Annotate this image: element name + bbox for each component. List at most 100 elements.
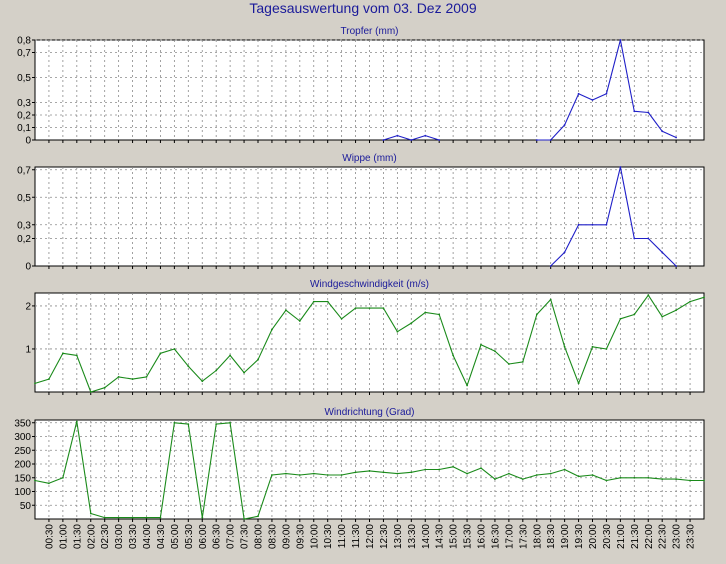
y-tick-label: 0,5 <box>17 73 31 84</box>
data-point <box>619 317 622 320</box>
data-point <box>424 134 427 137</box>
data-point <box>661 130 664 133</box>
data-point <box>577 92 580 95</box>
data-point <box>633 313 636 316</box>
data-point <box>605 479 608 482</box>
panel-title: Tropfer (mm) <box>341 26 399 37</box>
data-point <box>396 472 399 475</box>
chart-panel-1: 0 0,2 0,3 0,5 0,7 Wippe (mm) <box>17 153 705 273</box>
data-point <box>480 343 482 346</box>
data-point <box>438 139 441 141</box>
y-tick-label: 0 <box>25 262 31 273</box>
data-point <box>703 296 705 299</box>
data-point <box>424 311 427 314</box>
data-point <box>633 110 636 113</box>
data-point <box>326 300 329 303</box>
data-point <box>48 378 50 380</box>
data-point <box>605 223 608 226</box>
plot-area <box>34 166 705 267</box>
chart-panel-3: 50 100 150 200 250 300 350 Windrichtung (Grad) <box>14 407 705 522</box>
data-point <box>438 313 441 316</box>
data-point <box>187 423 190 425</box>
data-point <box>173 421 176 424</box>
data-point <box>312 472 315 475</box>
data-point <box>675 478 677 480</box>
data-point <box>257 358 259 361</box>
data-point <box>243 371 246 374</box>
x-tick-label: 17:30 <box>518 524 529 549</box>
x-tick-label: 19:30 <box>574 524 585 549</box>
x-tick-label: 14:00 <box>421 524 432 549</box>
data-point <box>89 512 92 515</box>
data-point <box>382 139 385 141</box>
data-point <box>62 352 64 355</box>
x-tick-label: 20:30 <box>602 524 613 549</box>
data-point <box>661 478 664 480</box>
x-tick-label: 06:00 <box>198 524 209 549</box>
data-point <box>521 361 524 363</box>
x-tick-label: 16:00 <box>477 524 488 549</box>
data-point <box>563 251 566 254</box>
x-tick-label: 22:30 <box>658 524 669 549</box>
data-point <box>452 354 454 357</box>
data-point <box>494 350 496 352</box>
data-point <box>382 307 385 309</box>
data-point <box>75 354 78 357</box>
y-tick-label: 0,7 <box>17 48 31 59</box>
data-point <box>103 386 106 389</box>
data-point <box>257 515 259 518</box>
data-point <box>689 479 691 482</box>
x-tick-label: 12:00 <box>365 524 376 549</box>
y-tick-label: 200 <box>14 460 31 471</box>
x-tick-label: 02:30 <box>100 524 111 549</box>
data-point <box>173 348 176 350</box>
x-tick-label: 08:00 <box>254 524 265 549</box>
data-point <box>480 467 482 469</box>
x-tick-label: 09:30 <box>295 524 306 549</box>
chart-title: Tagesauswertung vom 03. Dez 2009 <box>249 0 477 16</box>
x-tick-label: 06:30 <box>212 524 223 549</box>
x-tick-label: 20:00 <box>588 524 599 549</box>
y-tick-label: 300 <box>14 432 31 443</box>
panel-title: Windgeschwindigkeit (m/s) <box>310 279 429 290</box>
data-point <box>117 376 120 378</box>
data-point <box>577 223 580 226</box>
data-point <box>563 124 566 126</box>
data-point <box>675 265 677 267</box>
data-point <box>201 516 204 519</box>
y-tick-label: 1 <box>25 344 31 355</box>
data-point <box>243 518 246 520</box>
y-tick-label: 0,5 <box>17 193 31 204</box>
data-point <box>619 476 622 479</box>
data-point <box>549 298 552 301</box>
data-point <box>647 237 650 240</box>
data-point <box>354 471 357 474</box>
data-point <box>619 39 622 41</box>
data-point <box>549 139 552 141</box>
data-point <box>396 134 399 137</box>
y-tick-label: 150 <box>14 473 31 484</box>
data-point <box>48 482 50 485</box>
x-tick-label: 21:30 <box>630 524 641 549</box>
data-point <box>549 265 552 267</box>
x-tick-label: 16:30 <box>490 524 501 549</box>
x-tick-label: 13:30 <box>407 524 418 549</box>
x-tick-label: 13:00 <box>393 524 404 549</box>
x-tick-label: 18:00 <box>532 524 543 549</box>
x-tick-label: 07:00 <box>226 524 237 549</box>
x-tick-label: 00:30 <box>44 524 55 549</box>
chart-panel-2: 1 2 Windgeschwindigkeit (m/s) <box>25 279 705 395</box>
data-point <box>605 92 608 95</box>
data-point <box>354 307 357 309</box>
data-point <box>62 476 64 479</box>
data-point <box>591 474 594 476</box>
y-tick-label: 100 <box>14 487 31 498</box>
data-point <box>563 345 566 348</box>
data-point <box>396 330 399 333</box>
data-point <box>661 251 664 254</box>
data-point <box>340 474 343 476</box>
data-point <box>591 223 594 226</box>
y-tick-label: 0,7 <box>17 165 31 176</box>
y-tick-label: 0 <box>25 136 31 147</box>
y-tick-label: 2 <box>25 301 31 312</box>
